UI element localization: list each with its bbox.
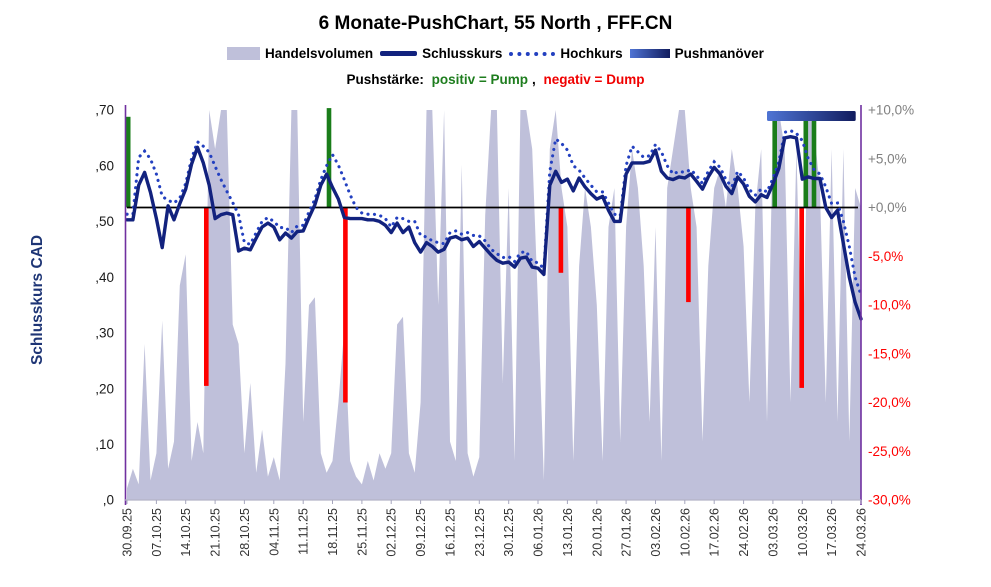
dotted-line-icon <box>509 51 556 56</box>
x-tick-label: 09.12.25 <box>414 508 428 557</box>
legend-item-volume: Handelsvolumen <box>227 46 373 61</box>
x-tick-label: 28.10.25 <box>238 508 252 557</box>
subtitle-separator: , <box>532 72 536 87</box>
legend-item-close: Schlusskurs <box>380 46 502 61</box>
y-left-tick-label: ,50 <box>95 214 114 229</box>
y-left-tick-label: ,10 <box>95 437 114 452</box>
x-tick-label: 27.01.26 <box>620 508 634 557</box>
y-right-tick-label: +0,0% <box>868 200 907 215</box>
close-line-icon <box>380 51 418 56</box>
x-tick-label: 02.12.25 <box>385 508 399 557</box>
dump-bar <box>558 207 564 273</box>
x-tick-label: 10.03.26 <box>796 508 810 557</box>
high-line <box>125 128 863 297</box>
volume-area <box>127 110 861 500</box>
gradient-bar-icon <box>629 49 670 58</box>
legend-item-push: Pushmanöver <box>629 46 764 61</box>
x-tick-label: 03.03.26 <box>766 508 780 557</box>
x-tick-label: 14.10.25 <box>179 508 193 557</box>
subtitle-negative: negativ = Dump <box>543 72 645 87</box>
x-tick-label: 30.12.25 <box>502 508 516 557</box>
legend-label-high: Hochkurs <box>560 46 623 61</box>
y-right-tick-label: -10,0% <box>868 298 911 313</box>
pump-bar <box>772 120 777 208</box>
x-tick-label: 17.03.26 <box>825 508 839 557</box>
y-right-tick-label: -20,0% <box>868 395 911 410</box>
y-right-tick-label: -25,0% <box>868 444 911 459</box>
subtitle-positive: positiv = Pump <box>431 72 529 87</box>
y-left-tick-label: ,30 <box>95 326 114 341</box>
x-tick-label: 20.01.26 <box>590 508 604 557</box>
x-tick-label: 07.10.25 <box>150 508 164 557</box>
x-tick-label: 11.11.25 <box>297 508 311 555</box>
close-line <box>125 135 863 321</box>
y-left-tick-label: ,40 <box>95 270 114 285</box>
x-tick-label: 24.02.26 <box>737 508 751 557</box>
y-left-tick-label: ,60 <box>95 158 114 173</box>
x-tick-label: 21.10.25 <box>209 508 223 557</box>
x-tick-label: 17.02.26 <box>708 508 722 557</box>
x-tick-label: 24.03.26 <box>855 508 869 557</box>
pump-bar <box>326 108 332 208</box>
y-right-tick-label: -5,0% <box>868 249 903 264</box>
x-tick-label: 03.02.26 <box>649 508 663 557</box>
x-tick-label: 23.12.25 <box>473 508 487 557</box>
x-tick-label: 18.11.25 <box>326 508 340 556</box>
dump-bar <box>343 207 348 403</box>
y-left-tick-label: ,0 <box>103 493 114 508</box>
x-tick-label: 04.11.25 <box>267 508 281 556</box>
x-tick-label: 30.09.25 <box>121 508 135 557</box>
pump-bar <box>125 116 131 208</box>
chart-title: 6 Monate-PushChart, 55 North , FFF.CN <box>318 13 673 34</box>
push-strength-subtitle: Pushstärke: positiv = Pump, negativ = Du… <box>0 72 991 87</box>
x-tick-label: 13.01.26 <box>561 508 575 557</box>
x-tick-label: 16.12.25 <box>444 508 458 557</box>
x-tick-label: 25.11.25 <box>355 508 369 556</box>
x-tick-label: 06.01.26 <box>532 508 546 557</box>
y-right-tick-label: +10,0% <box>868 103 914 118</box>
volume-swatch-icon <box>227 47 261 60</box>
y-left-tick-label: ,20 <box>95 381 114 396</box>
y-right-tick-label: -15,0% <box>868 346 911 361</box>
dump-bar <box>799 207 804 388</box>
y-right-tick-label: +5,0% <box>868 151 907 166</box>
legend-label-volume: Handelsvolumen <box>265 46 374 61</box>
x-tick-label: 10.02.26 <box>678 508 692 557</box>
dump-bar <box>686 207 691 303</box>
dump-bar <box>204 207 209 386</box>
push-manoeuvre-bar <box>767 111 856 121</box>
subtitle-prefix: Pushstärke: <box>346 72 424 87</box>
legend-label-push: Pushmanöver <box>674 46 764 61</box>
legend-item-high: Hochkurs <box>509 46 623 61</box>
pump-bar <box>811 120 817 208</box>
legend-label-close: Schlusskurs <box>422 46 503 61</box>
pump-bar <box>803 120 809 208</box>
y-left-tick-label: ,70 <box>95 103 114 118</box>
legend: Handelsvolumen Schlusskurs Hochkurs Push… <box>0 46 991 61</box>
y-right-tick-label: -30,0% <box>868 493 911 508</box>
